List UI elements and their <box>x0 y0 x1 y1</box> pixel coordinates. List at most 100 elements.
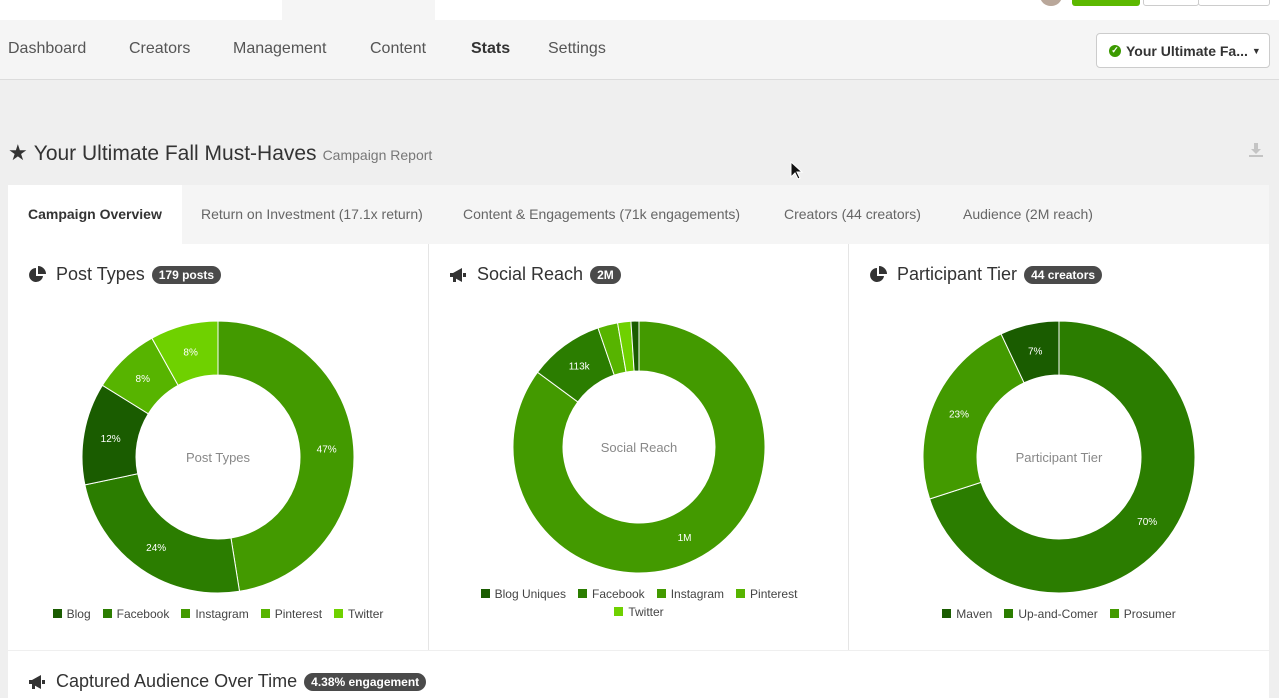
pie-chart-icon <box>29 265 46 282</box>
legend-swatch <box>260 609 270 618</box>
legend-item[interactable]: Instagram <box>181 605 249 623</box>
secondary-button[interactable] <box>1143 0 1199 6</box>
legend-item[interactable]: Twitter <box>334 605 383 623</box>
avatar[interactable] <box>1040 0 1062 6</box>
check-circle-icon: ✓ <box>1109 44 1121 57</box>
page-subtitle: Campaign Report <box>322 147 433 163</box>
legend-item[interactable]: Facebook <box>577 585 645 603</box>
panel-header: Social Reach 2M <box>449 264 621 285</box>
pie-slice-instagram[interactable] <box>217 320 355 592</box>
social-reach-panel: Social Reach 2M 1M 113k Social Reach Blog … <box>428 244 848 650</box>
legend-label: Twitter <box>628 605 664 619</box>
legend-item[interactable]: Pinterest <box>736 585 797 603</box>
pie-slice-instagram[interactable] <box>512 320 766 574</box>
top-tab-highlight[interactable] <box>282 0 435 20</box>
slice-data-label: 47% <box>317 444 337 455</box>
campaign-select-label: Your Ultimate Fa... <box>1126 42 1248 59</box>
pie-slice-up-and-comer[interactable] <box>929 320 1196 594</box>
legend-item[interactable]: Facebook <box>102 605 170 623</box>
legend-swatch <box>942 609 952 618</box>
legend-item[interactable]: Maven <box>942 605 992 623</box>
megaphone-icon <box>29 674 45 689</box>
nav-content[interactable]: Content <box>370 40 427 57</box>
legend-swatch <box>52 609 62 618</box>
tab-audience[interactable]: Audience (2M reach) <box>963 206 1093 222</box>
legend-item[interactable]: Pinterest <box>260 605 323 623</box>
legend-swatch <box>614 607 624 616</box>
legend-label: Pinterest <box>274 607 323 621</box>
legend-label: Pinterest <box>750 587 798 601</box>
participant-tier-donut-chart: 70% 23% 7% Participant Tier <box>922 320 1196 594</box>
campaign-select[interactable]: ✓ Your Ultimate Fa... ▼ <box>1096 33 1270 68</box>
slice-data-label: 8% <box>183 347 198 358</box>
legend-label: Blog <box>66 607 91 621</box>
panel-header: Participant Tier 44 creators <box>869 264 1103 285</box>
legend-item[interactable]: Instagram <box>656 585 725 603</box>
legend-label: Prosumer <box>1123 607 1176 621</box>
legend-swatch <box>181 609 191 618</box>
page-title: Your Ultimate Fall Must-Haves <box>33 142 317 165</box>
nav-creators[interactable]: Creators <box>129 40 191 57</box>
chart-legend: Blog Facebook Instagram Pinterest Twitter <box>8 605 428 623</box>
caret-down-icon: ▼ <box>1251 45 1261 56</box>
legend-label: Facebook <box>591 587 645 601</box>
pie-slice-maven[interactable] <box>1000 320 1060 384</box>
pie-chart-icon <box>870 265 887 282</box>
overview-panels: Post Types 179 posts 47% 24% 12% 8% 8% Post T… <box>8 244 1269 650</box>
legend-label: Twitter <box>348 607 384 621</box>
star-icon: ★ <box>8 140 28 165</box>
tab-content-engagements[interactable]: Content & Engagements (71k engagements) <box>463 206 741 222</box>
slice-data-label: 1M <box>678 533 692 544</box>
chart-legend: Maven Up-and-Comer Prosumer <box>849 605 1269 623</box>
nav-settings[interactable]: Settings <box>548 40 606 57</box>
slice-data-label: 8% <box>136 374 151 385</box>
legend-label: Facebook <box>116 607 170 621</box>
legend-label: Instagram <box>195 607 249 621</box>
megaphone-icon <box>450 267 466 282</box>
legend-swatch <box>736 589 746 598</box>
legend-label: Maven <box>956 607 993 621</box>
legend-label: Instagram <box>670 587 725 601</box>
secondary-button[interactable] <box>1198 0 1270 6</box>
nav-stats[interactable]: Stats <box>471 40 511 57</box>
legend-item[interactable]: Blog Uniques <box>480 585 566 603</box>
top-bar <box>0 0 1279 20</box>
pie-slice-facebook[interactable] <box>84 473 241 594</box>
tab-return-on-investment[interactable]: Return on Investment (17.1x return) <box>201 206 423 222</box>
nav-management[interactable]: Management <box>233 40 327 57</box>
slice-data-label: 113k <box>569 362 591 373</box>
panel-title: Post Types <box>56 264 145 284</box>
post-types-panel: Post Types 179 posts 47% 24% 12% 8% 8% Post T… <box>8 244 428 650</box>
report-tabs: Campaign Overview Return on Investment (… <box>8 185 1269 244</box>
legend-item[interactable]: Up-and-Comer <box>1004 605 1098 623</box>
legend-swatch <box>656 589 666 598</box>
count-badge: 2M <box>590 265 621 284</box>
captured-audience-panel: Captured Audience Over Time 4.38% engage… <box>8 651 1269 698</box>
chart-legend: Blog Uniques Facebook Instagram Pinterest Tw… <box>429 585 849 621</box>
legend-item[interactable]: Blog <box>52 605 91 623</box>
panel-title: Participant Tier <box>897 264 1018 284</box>
count-badge: 4.38% engagement <box>304 672 427 691</box>
page-title-row: ★ Your Ultimate Fall Must-Haves Campaign… <box>8 140 432 166</box>
legend-item[interactable]: Prosumer <box>1109 605 1176 623</box>
download-icon[interactable] <box>1248 142 1264 163</box>
social-reach-donut-chart: 1M 113k Social Reach <box>512 320 766 574</box>
main-nav: Dashboard Creators Management Content St… <box>0 20 1279 80</box>
tab-campaign-overview[interactable]: Campaign Overview <box>8 185 182 244</box>
panel-header: Post Types 179 posts <box>28 264 222 285</box>
count-badge: 44 creators <box>1024 265 1103 284</box>
pie-slice-blog-uniques[interactable] <box>630 320 640 372</box>
pie-slice-twitter[interactable] <box>151 320 219 387</box>
nav-dashboard[interactable]: Dashboard <box>8 40 87 57</box>
legend-item[interactable]: Twitter <box>614 603 664 621</box>
slice-data-label: 24% <box>146 543 166 554</box>
count-badge: 179 posts <box>151 265 222 284</box>
pie-slice-prosumer[interactable] <box>922 333 1025 500</box>
post-types-donut-chart: 47% 24% 12% 8% 8% Post Types <box>81 320 355 594</box>
primary-action-button[interactable] <box>1072 0 1140 6</box>
legend-swatch <box>1109 609 1119 618</box>
panel-title: Captured Audience Over Time <box>56 671 298 691</box>
tab-creators[interactable]: Creators (44 creators) <box>784 206 921 222</box>
legend-swatch <box>480 589 490 598</box>
panel-title: Social Reach <box>477 264 584 284</box>
